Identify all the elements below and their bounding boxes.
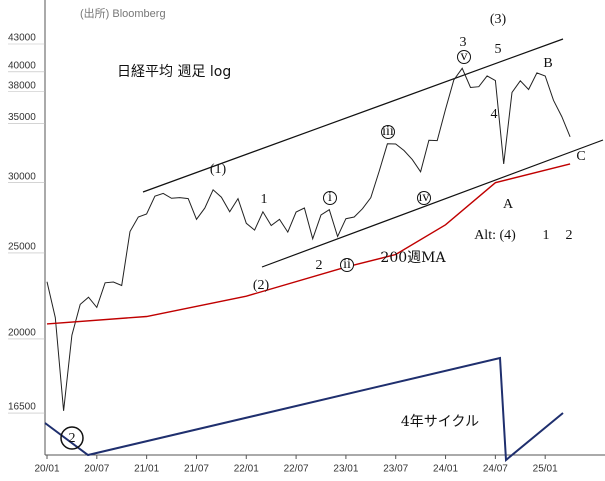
wave-circle: [457, 50, 471, 64]
annotation: 1: [543, 228, 550, 243]
wave-circle: [340, 258, 354, 272]
annotation: C: [576, 149, 585, 164]
x-tick-label: 24/01: [433, 464, 458, 475]
source: (出所) Bloomberg: [80, 6, 166, 20]
annotation: 3: [460, 35, 467, 50]
y-tick-label: 16500: [8, 402, 36, 413]
circle: [60, 426, 84, 450]
chart-title: 日経平均 週足 log: [117, 64, 231, 80]
annotation: 4年サイクル: [401, 414, 479, 430]
y-tick-label: 20000: [8, 328, 36, 339]
wave-circle: [417, 191, 431, 205]
annotation: (3): [490, 12, 507, 27]
series-line: [46, 67, 571, 411]
annotation: iii: [382, 124, 394, 139]
annotation: (2): [253, 278, 270, 293]
y-tick-label: 35000: [8, 112, 36, 123]
annotation: 200週MA: [380, 250, 446, 266]
y-tick-label: 30000: [8, 171, 36, 182]
y-tick-label: 38000: [8, 80, 36, 91]
x-tick-label: 22/07: [284, 464, 309, 475]
annotation: 1: [261, 192, 268, 207]
annotation: ii: [343, 257, 351, 272]
annotation: 2: [69, 431, 76, 446]
x-tick-label: 21/01: [134, 464, 159, 475]
series-line: [46, 163, 571, 325]
x-tick-label: 24/07: [483, 464, 508, 475]
y-tick-label: 40000: [8, 61, 36, 72]
lower-channel: [261, 139, 604, 268]
x-tick-label: 21/07: [184, 464, 209, 475]
y-tick-label: 25000: [8, 242, 36, 253]
x-tick-label: 23/07: [383, 464, 408, 475]
upper-channel: [142, 38, 564, 193]
annotation: 5: [495, 42, 502, 57]
annotation: 2: [566, 228, 573, 243]
annotation: iv: [419, 190, 430, 205]
annotation: A: [503, 197, 514, 212]
annotation: Alt: (4): [474, 228, 516, 243]
x-tick-label: 23/01: [333, 464, 358, 475]
x-tick-label: 20/01: [34, 464, 59, 475]
annotation: 2: [316, 258, 323, 273]
annotation: B: [543, 56, 552, 71]
y-tick-label: 43000: [8, 33, 36, 44]
wave-circle: [381, 125, 395, 139]
x-tick-label: 20/07: [84, 464, 109, 475]
x-tick-label: 22/01: [234, 464, 259, 475]
x-tick-label: 25/01: [533, 464, 558, 475]
annotation: 4: [491, 107, 498, 122]
cycle-line: [44, 356, 564, 463]
annotation: i: [328, 190, 332, 205]
annotation: v: [461, 49, 468, 64]
wave-circle: [323, 191, 337, 205]
annotation: (1): [210, 162, 227, 177]
